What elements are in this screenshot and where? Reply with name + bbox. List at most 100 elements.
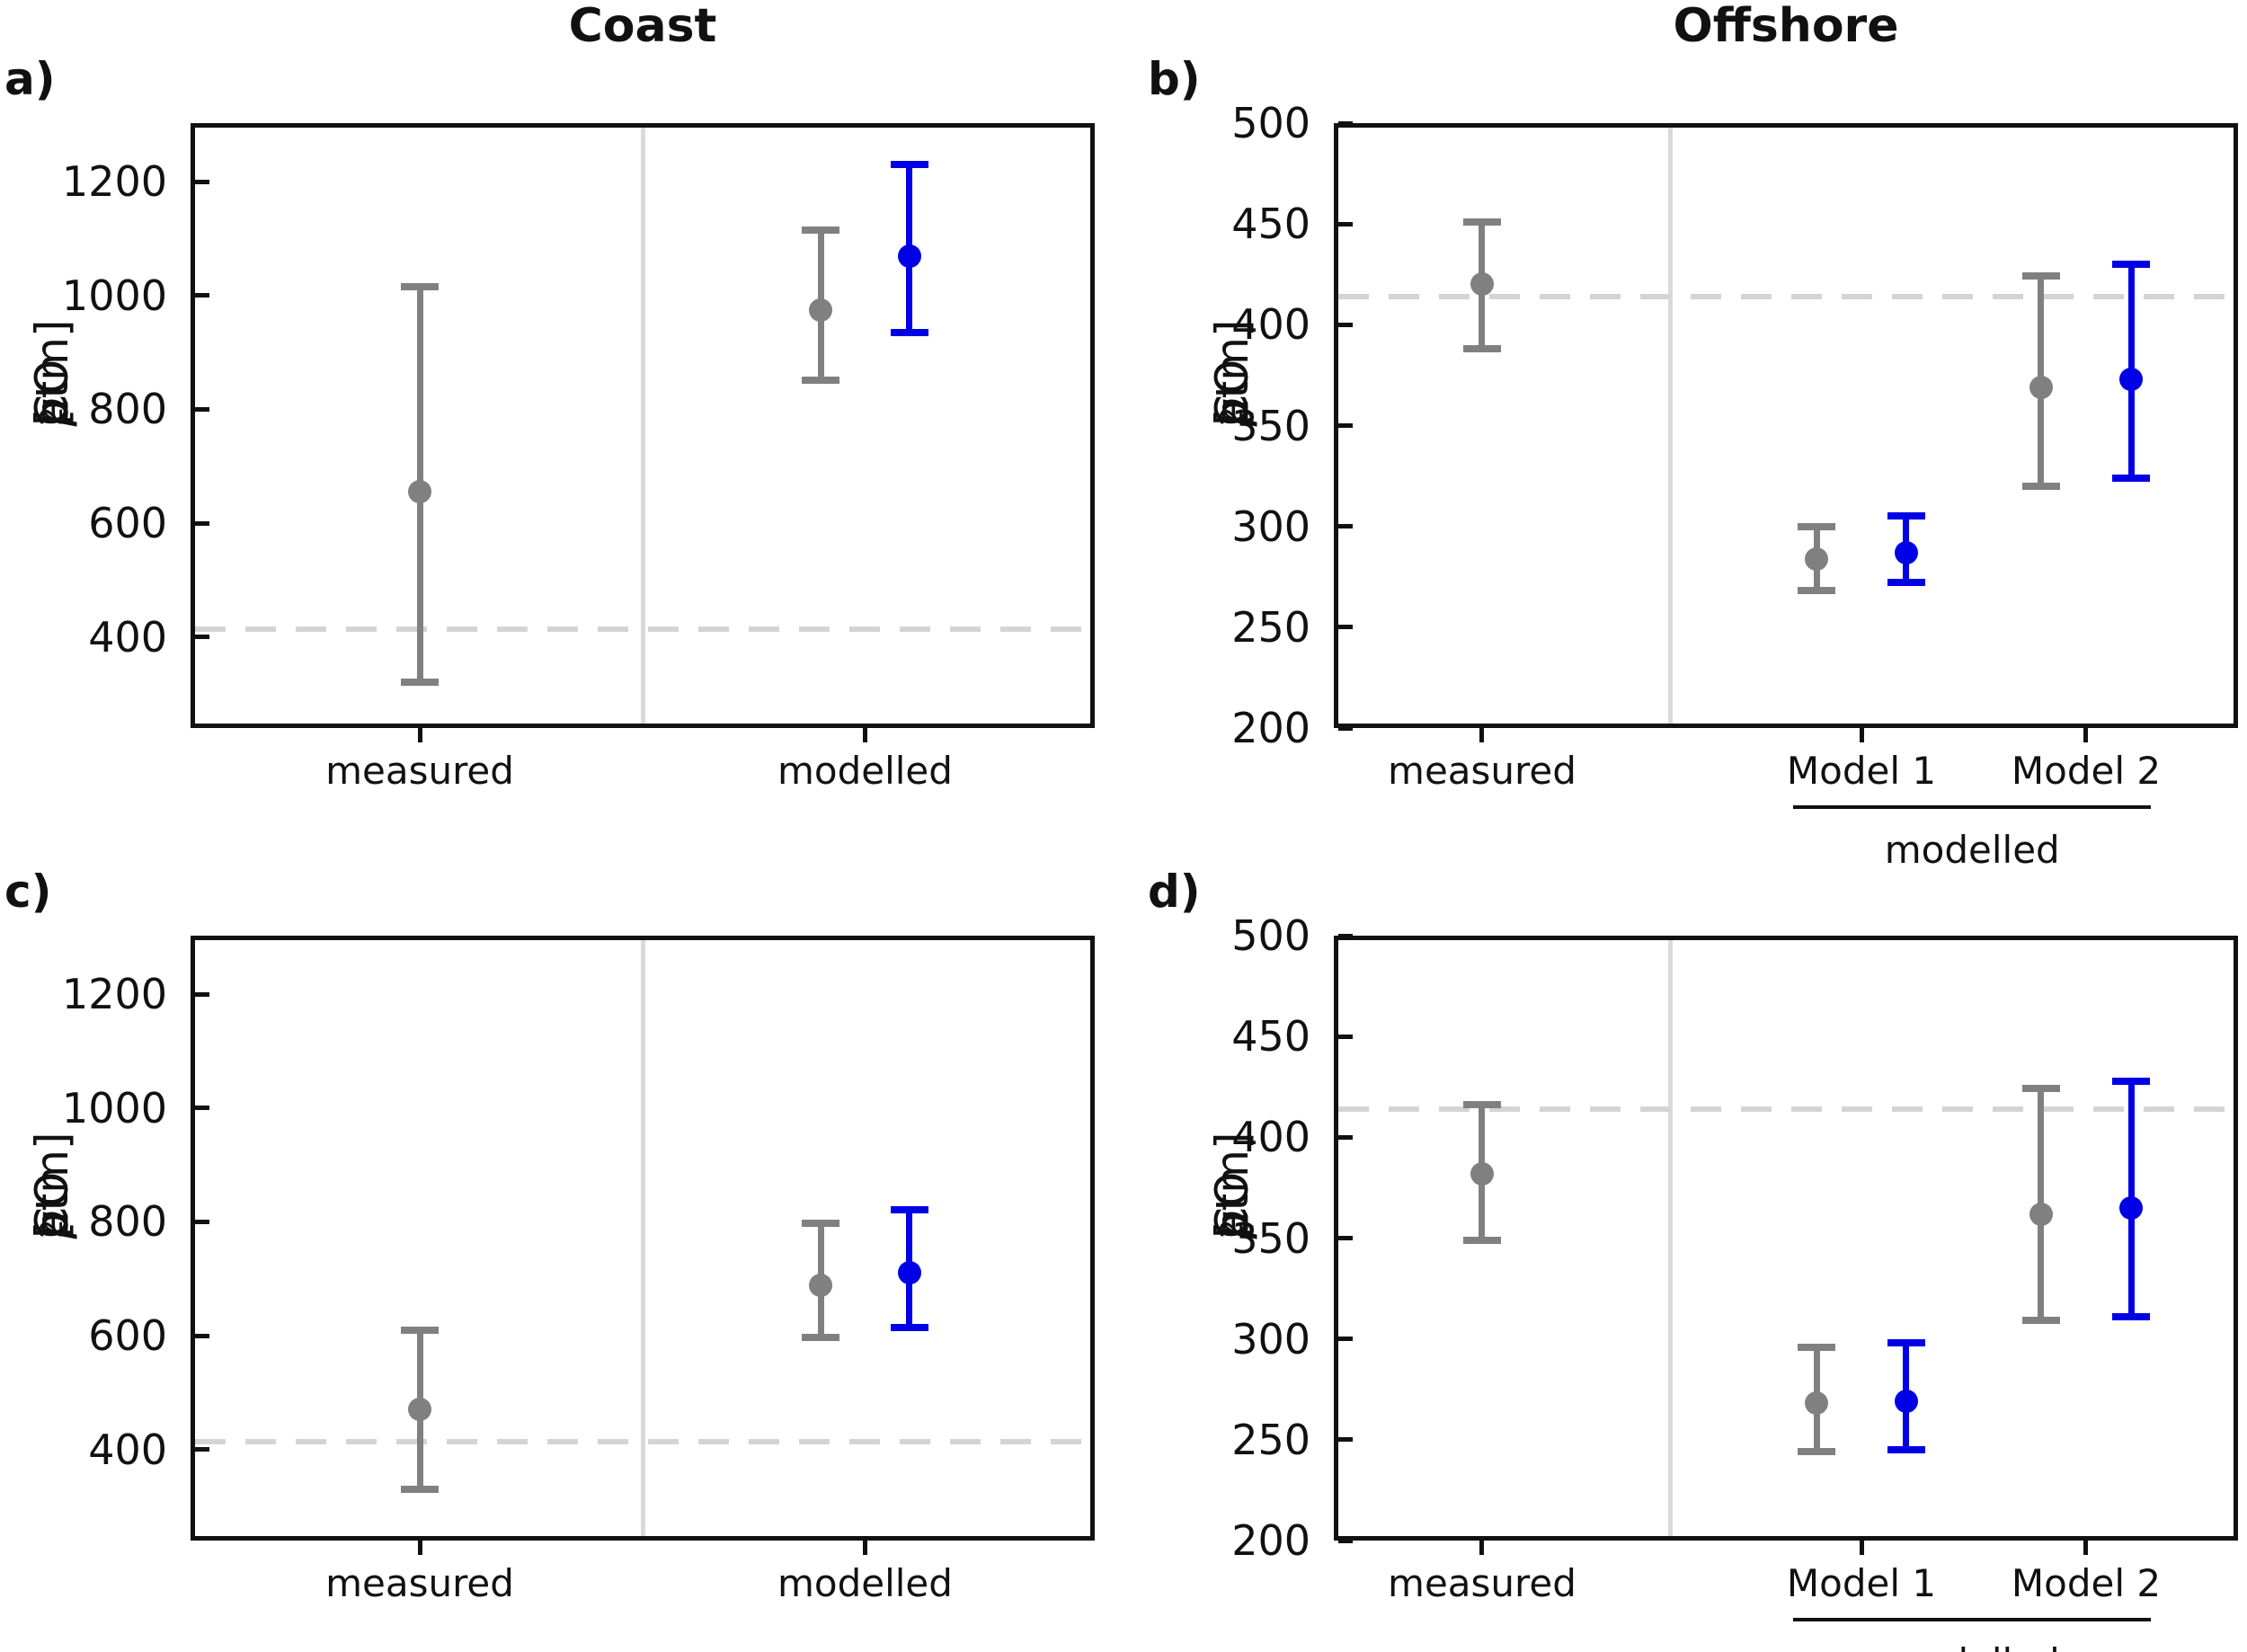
y-tick-label: 300 (1231, 502, 1310, 551)
y-tick-mark (1338, 120, 1353, 126)
errorbar-a-modelled-gray-cap-top (802, 226, 840, 235)
x-tick-label-measured: measured (325, 1561, 514, 1605)
panel-letter-b: b) (1148, 53, 1201, 105)
errorbar-d-measured-cap-bottom (1462, 1236, 1501, 1244)
y-tick-label: 1200 (61, 970, 167, 1019)
errorbar-b-model2-gray-point (2029, 375, 2053, 399)
atmospheric-reference-line (195, 1438, 1090, 1444)
y-tick-mark (1338, 423, 1353, 428)
y-tick-mark (1338, 1236, 1353, 1240)
y-axis-label-segment: atm] (1206, 319, 1258, 426)
x-tick-label-measured: measured (1388, 1561, 1576, 1605)
x-tick-mark (417, 1541, 422, 1555)
errorbar-d-model2-blue-cap-top (2112, 1077, 2151, 1085)
y-tick-label: 350 (1231, 401, 1310, 450)
errorbar-c-modelled-blue-cap-bottom (890, 1324, 928, 1332)
errorbar-b-model2-gray-cap-top (2021, 272, 2060, 280)
errorbar-c-measured-point (408, 1398, 432, 1422)
y-tick-label: 450 (1231, 1012, 1310, 1061)
y-tick-label: 400 (1231, 300, 1310, 350)
y-tick-label: 200 (1231, 704, 1310, 752)
errorbar-c-modelled-blue-point (897, 1261, 921, 1285)
y-tick-mark (1338, 1134, 1353, 1140)
errorbar-c-measured-cap-bottom (401, 1486, 440, 1494)
plot-box-b (1334, 123, 2238, 728)
panel-letter-c: c) (4, 866, 52, 918)
errorbar-d-model2-gray-point (2029, 1202, 2053, 1226)
y-tick-label: 1000 (61, 1083, 167, 1132)
errorbar-c-modelled-blue-cap-top (890, 1205, 928, 1213)
errorbar-b-measured-point (1470, 272, 1494, 297)
x-tick-mark (1859, 728, 1864, 742)
errorbar-b-model1-gray-cap-bottom (1798, 587, 1836, 595)
errorbar-c-modelled-gray-cap-bottom (802, 1333, 840, 1341)
x-tick-label-model-2: Model 2 (2011, 1561, 2162, 1605)
panel-letter-a: a) (4, 53, 56, 105)
y-axis-label-segment: atm] (26, 319, 78, 426)
y-tick-label: 600 (88, 499, 167, 548)
y-tick-label: 600 (88, 1311, 167, 1361)
errorbar-d-model2-gray-cap-top (2021, 1085, 2060, 1093)
y-tick-label: 250 (1231, 602, 1310, 652)
y-tick-label: 300 (1231, 1314, 1310, 1363)
errorbar-b-model2-gray-cap-bottom (2021, 482, 2060, 490)
y-tick-mark (195, 520, 209, 526)
errorbar-d-model1-blue-cap-bottom (1887, 1446, 1925, 1454)
measured-modelled-divider (1667, 128, 1673, 724)
errorbar-b-model2-blue-cap-top (2112, 261, 2151, 269)
errorbar-c-measured-cap-top (401, 1326, 440, 1334)
errorbar-a-modelled-blue-cap-bottom (890, 328, 928, 336)
y-tick-mark (195, 1219, 209, 1224)
errorbar-a-measured-cap-top (401, 283, 440, 291)
y-axis-label-segment: atm] (26, 1132, 78, 1239)
y-tick-label: 400 (88, 1425, 167, 1474)
y-tick-mark (1338, 933, 1353, 938)
errorbar-d-model1-gray-cap-bottom (1798, 1448, 1836, 1456)
plot-box-c (191, 936, 1095, 1541)
y-tick-mark (1338, 524, 1353, 529)
y-tick-label: 1000 (61, 271, 167, 320)
y-tick-mark (1338, 1034, 1353, 1039)
errorbar-d-model2-gray-cap-bottom (2021, 1317, 2060, 1325)
errorbar-a-modelled-blue-point (897, 244, 921, 268)
errorbar-c-modelled-gray-point (809, 1274, 833, 1298)
atmospheric-reference-line (195, 626, 1090, 632)
panel-letter-d: d) (1148, 866, 1201, 918)
atmospheric-reference-line (1338, 293, 2234, 299)
errorbar-b-measured-cap-bottom (1462, 345, 1501, 353)
x-tick-mark (1479, 1541, 1485, 1555)
errorbar-b-model2-blue-point (2119, 367, 2144, 391)
errorbar-d-model2-blue-point (2119, 1195, 2144, 1220)
y-tick-label: 450 (1231, 200, 1310, 249)
x-tick-label-model-1: Model 1 (1786, 749, 1937, 793)
errorbar-d-measured-cap-top (1462, 1101, 1501, 1109)
modelled-group-underline (1793, 1618, 2152, 1621)
x-tick-mark (1859, 1541, 1864, 1555)
modelled-group-underline (1793, 805, 2152, 809)
y-tick-mark (1338, 1337, 1353, 1342)
atmospheric-reference-line (1338, 1106, 2234, 1112)
y-tick-mark (195, 1447, 209, 1452)
y-tick-mark (1338, 625, 1353, 630)
plot-box-a (191, 123, 1095, 728)
x-tick-mark (1479, 728, 1485, 742)
y-tick-label: 800 (88, 385, 167, 434)
x-tick-label-modelled: modelled (777, 1561, 953, 1605)
y-tick-mark (195, 1106, 209, 1111)
measured-modelled-divider (640, 940, 645, 1536)
y-tick-label: 200 (1231, 1516, 1310, 1565)
y-tick-label: 350 (1231, 1213, 1310, 1263)
y-tick-mark (1338, 1437, 1353, 1443)
y-tick-mark (1338, 322, 1353, 327)
x-tick-mark (417, 728, 422, 742)
x-tick-label-modelled: modelled (777, 749, 953, 793)
modelled-group-label: modelled (1837, 1641, 2107, 1652)
x-tick-mark (862, 728, 867, 742)
errorbar-a-measured-point (408, 480, 432, 504)
y-axis-label-segment: atm] (1206, 1132, 1258, 1239)
errorbar-d-model1-blue-point (1894, 1390, 1918, 1414)
errorbar-a-modelled-gray-point (809, 298, 833, 322)
measured-modelled-divider (640, 128, 645, 724)
errorbar-b-measured-cap-top (1462, 218, 1501, 226)
y-tick-mark (1338, 725, 1353, 731)
